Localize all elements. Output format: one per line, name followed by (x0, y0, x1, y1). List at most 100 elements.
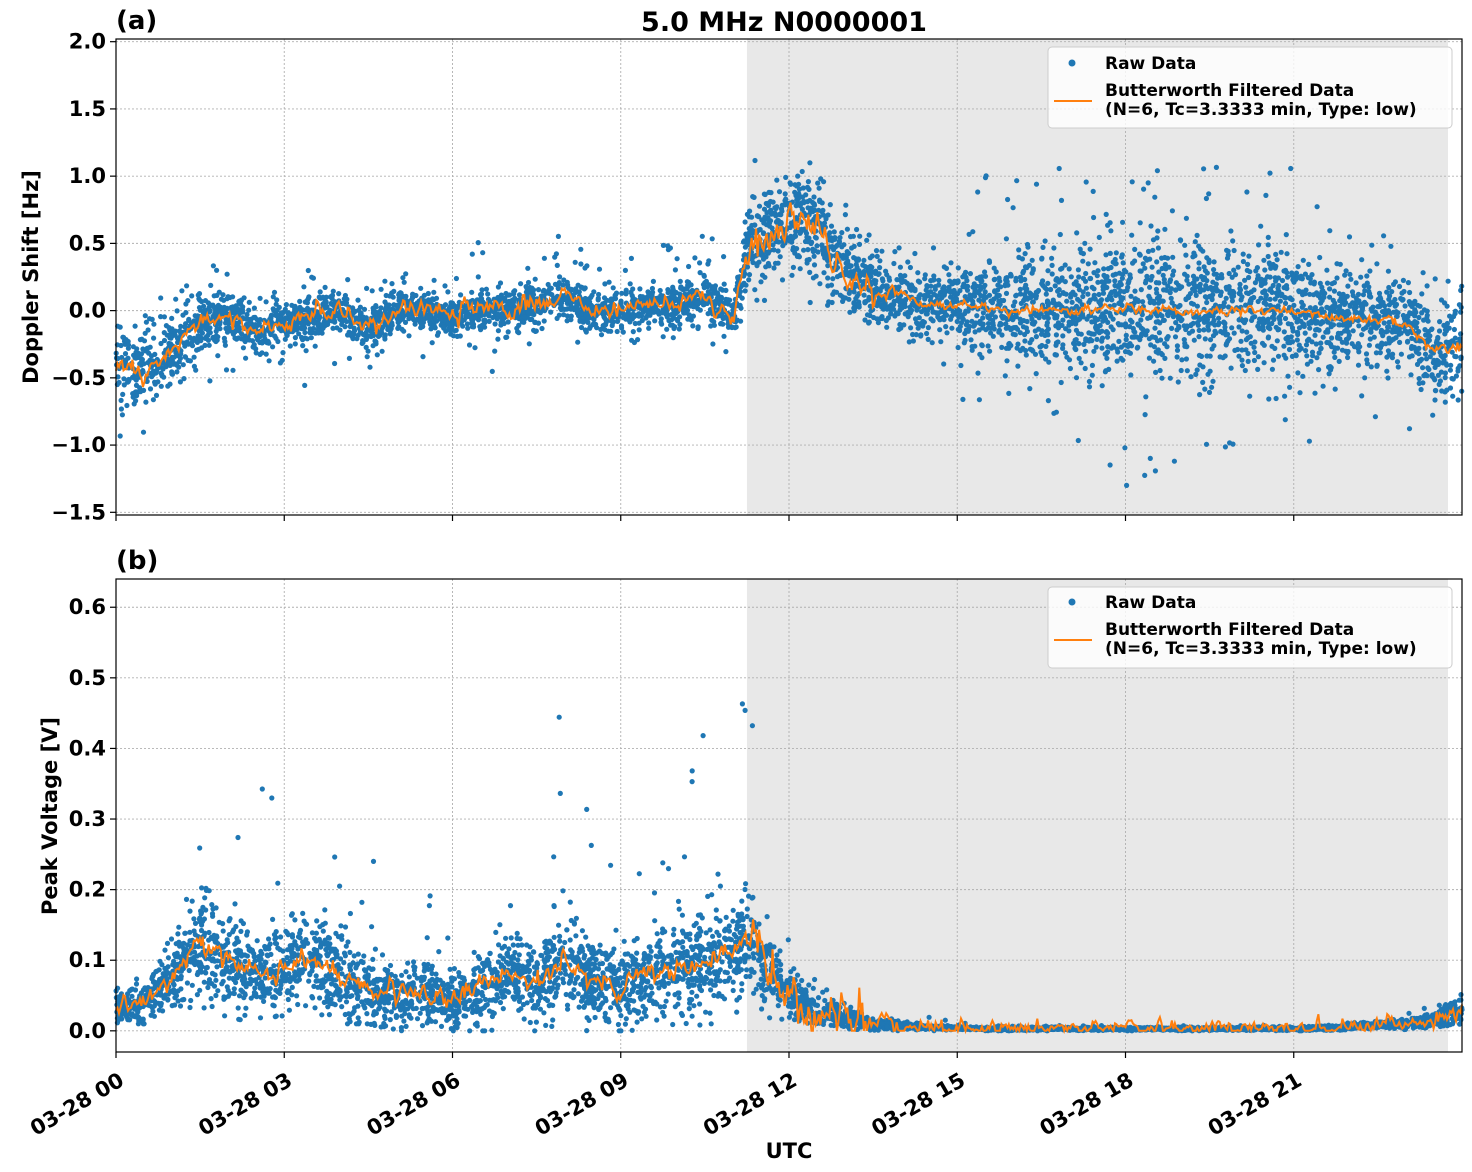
raw-data-point (1300, 257, 1306, 263)
raw-data-point (1086, 378, 1092, 385)
raw-data-point (1274, 338, 1280, 344)
raw-data-point (1346, 335, 1352, 341)
raw-data-point (1058, 266, 1064, 272)
raw-data-point (723, 287, 729, 293)
raw-data-point (1343, 268, 1349, 274)
raw-data-point (1055, 339, 1061, 345)
raw-data-point (1441, 322, 1447, 328)
raw-data-point (821, 220, 828, 226)
raw-data-point (307, 326, 313, 332)
raw-data-point (1140, 261, 1146, 267)
raw-data-point (1056, 279, 1062, 285)
raw-data-point (925, 325, 932, 331)
raw-data-point (1184, 368, 1190, 374)
raw-data-point (982, 273, 989, 279)
raw-data-point (982, 289, 988, 295)
raw-data-point (1161, 287, 1167, 293)
raw-data-point (672, 267, 679, 273)
raw-data-point (735, 274, 741, 280)
raw-data-point (1312, 332, 1318, 338)
raw-data-point (1083, 285, 1089, 291)
raw-data-point (1435, 361, 1441, 367)
raw-data-point (678, 285, 684, 291)
raw-data-point (142, 330, 148, 336)
raw-data-point (1238, 297, 1244, 303)
raw-data-point (1262, 297, 1269, 303)
raw-data-point (1121, 267, 1127, 273)
raw-data-point (446, 305, 452, 311)
raw-data-point (651, 309, 657, 315)
raw-data-point (1029, 320, 1035, 327)
raw-data-point (1447, 367, 1453, 373)
raw-data-point (697, 307, 703, 313)
raw-data-point (1309, 339, 1315, 345)
raw-data-point (868, 274, 874, 280)
raw-data-point (1227, 290, 1233, 296)
raw-data-point (1113, 292, 1119, 298)
raw-data-point (694, 300, 701, 306)
raw-data-point (1042, 238, 1048, 244)
raw-data-point (1201, 264, 1207, 270)
raw-data-point (1432, 276, 1438, 282)
raw-data-point (199, 298, 205, 305)
raw-data-point (1238, 338, 1244, 344)
raw-data-point (1066, 357, 1073, 363)
raw-data-point (603, 322, 609, 328)
raw-data-point (1127, 272, 1133, 278)
raw-data-point (1123, 332, 1129, 338)
raw-data-point (1129, 319, 1135, 325)
raw-data-point (931, 273, 937, 279)
raw-data-point (1255, 366, 1261, 372)
raw-data-point (182, 324, 188, 330)
raw-data-point (1104, 355, 1110, 361)
raw-data-point (618, 323, 625, 329)
raw-data-point (752, 222, 758, 228)
raw-data-point (1300, 302, 1306, 308)
raw-data-point (133, 355, 139, 361)
raw-data-point (649, 285, 656, 292)
raw-data-point (268, 312, 275, 318)
raw-data-point (1444, 362, 1450, 368)
raw-data-point (805, 179, 812, 185)
raw-data-point (189, 343, 196, 349)
raw-data-point (1384, 289, 1390, 295)
raw-data-point (207, 302, 213, 308)
raw-data-point (848, 234, 854, 240)
raw-data-point (757, 226, 763, 233)
raw-data-point (1014, 345, 1020, 351)
raw-data-point (1012, 332, 1018, 338)
raw-data-point (1039, 281, 1045, 287)
raw-data-point (895, 311, 901, 317)
raw-data-point (1276, 326, 1282, 332)
raw-data-point (1260, 320, 1266, 326)
raw-data-point (670, 286, 676, 292)
raw-data-point (971, 322, 978, 328)
raw-data-point (797, 203, 803, 209)
raw-data-point (1306, 320, 1312, 326)
raw-data-point (905, 259, 911, 265)
raw-data-point (1418, 386, 1424, 393)
raw-data-point (1295, 316, 1301, 322)
raw-data-point (1413, 309, 1419, 315)
raw-data-point (361, 306, 368, 312)
raw-data-point (1332, 345, 1338, 351)
raw-data-point (1277, 298, 1283, 304)
raw-data-point (1285, 373, 1291, 379)
raw-data-point (1385, 268, 1391, 274)
raw-data-point (1204, 270, 1210, 276)
raw-data-point (1265, 234, 1271, 240)
raw-data-point (1204, 294, 1210, 301)
raw-data-point (602, 281, 608, 287)
raw-data-point (1128, 372, 1134, 378)
raw-data-point (1120, 260, 1126, 266)
raw-data-point (714, 290, 721, 296)
raw-data-point (169, 369, 175, 375)
raw-data-point (1043, 356, 1049, 362)
raw-data-point (770, 242, 776, 248)
raw-data-point (1381, 320, 1387, 326)
raw-data-point (1325, 327, 1331, 333)
raw-data-point (1067, 365, 1073, 372)
raw-data-point (1095, 279, 1101, 285)
raw-data-point (213, 333, 219, 339)
raw-data-point (1419, 291, 1425, 297)
